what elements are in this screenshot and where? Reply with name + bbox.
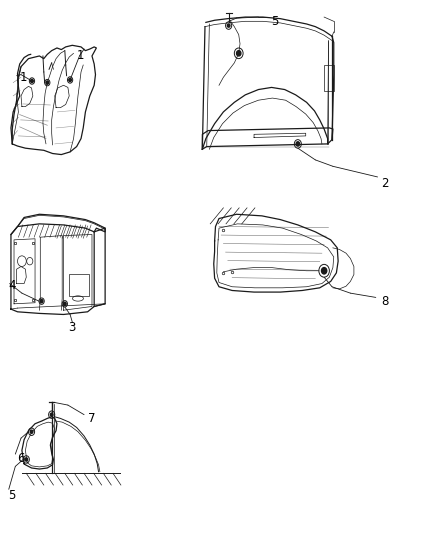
- Circle shape: [31, 79, 33, 83]
- Text: 2: 2: [381, 177, 389, 190]
- Circle shape: [237, 51, 241, 56]
- Text: 7: 7: [88, 412, 95, 425]
- Bar: [69, 274, 89, 296]
- Text: 6: 6: [17, 452, 24, 465]
- Text: 4: 4: [8, 279, 15, 292]
- Circle shape: [40, 300, 43, 303]
- Circle shape: [296, 142, 300, 146]
- Text: 1: 1: [77, 50, 84, 62]
- Circle shape: [25, 458, 28, 461]
- Text: 1: 1: [20, 71, 27, 84]
- Circle shape: [321, 268, 327, 274]
- Text: 5: 5: [8, 489, 15, 502]
- Circle shape: [50, 413, 53, 416]
- Circle shape: [64, 302, 66, 305]
- Text: 5: 5: [272, 15, 279, 28]
- Circle shape: [46, 81, 49, 84]
- Circle shape: [69, 78, 71, 82]
- Text: 8: 8: [381, 295, 389, 308]
- Text: 3: 3: [68, 321, 75, 334]
- Circle shape: [30, 430, 33, 433]
- Circle shape: [227, 24, 230, 27]
